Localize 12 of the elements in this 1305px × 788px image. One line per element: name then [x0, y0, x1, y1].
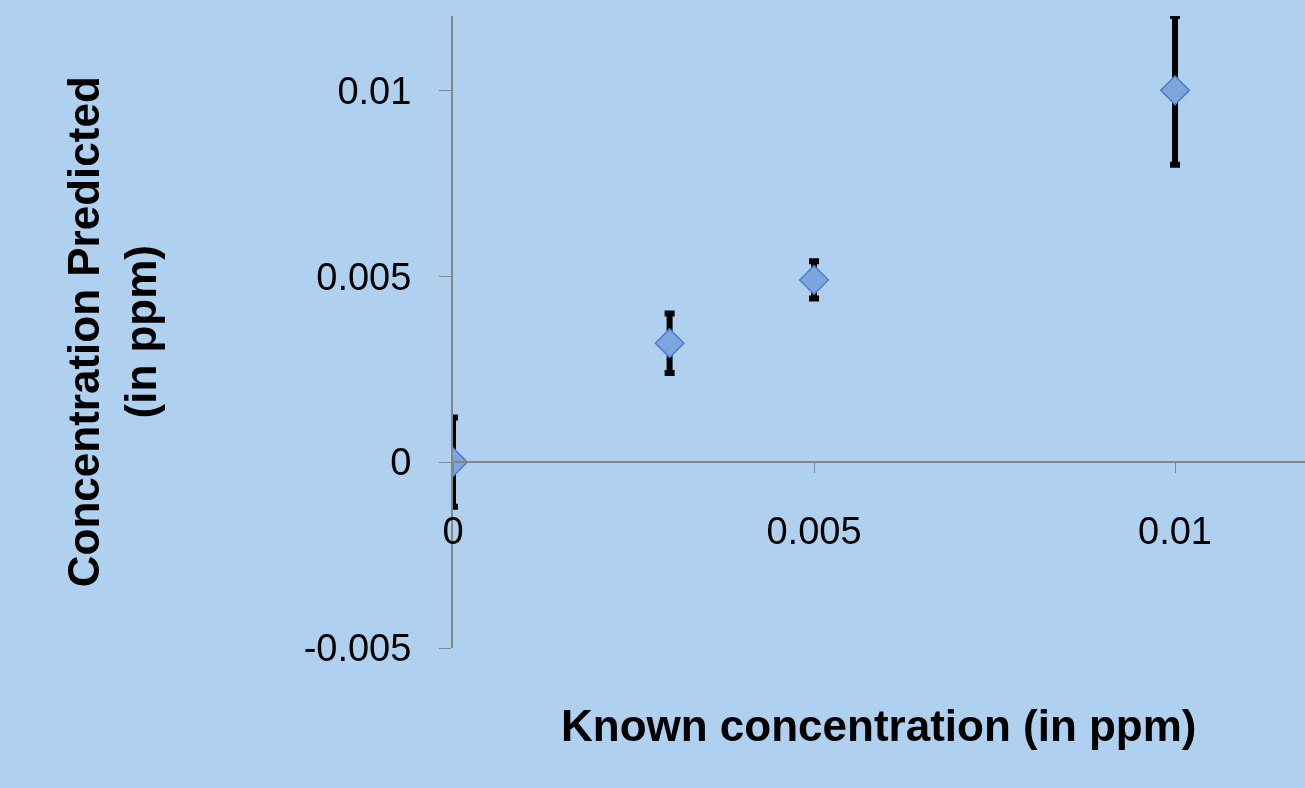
y-axis-title: Concentration Predicted (in ppm)	[59, 76, 166, 588]
x-tick-label: 0	[442, 509, 464, 552]
x-tick-label: 0.005	[766, 509, 862, 552]
point	[1159, 75, 1191, 106]
point	[798, 264, 830, 295]
y-tick-label: 0.005	[316, 255, 412, 298]
x-tick-label: 0.01	[1138, 509, 1213, 552]
x-axis-title: Known concentration (in ppm)	[561, 701, 1197, 750]
y-tick-label: -0.005	[303, 627, 412, 670]
y-tick-label: 0	[390, 441, 412, 484]
point	[654, 328, 685, 359]
y-tick-label: 0.01	[337, 69, 412, 112]
